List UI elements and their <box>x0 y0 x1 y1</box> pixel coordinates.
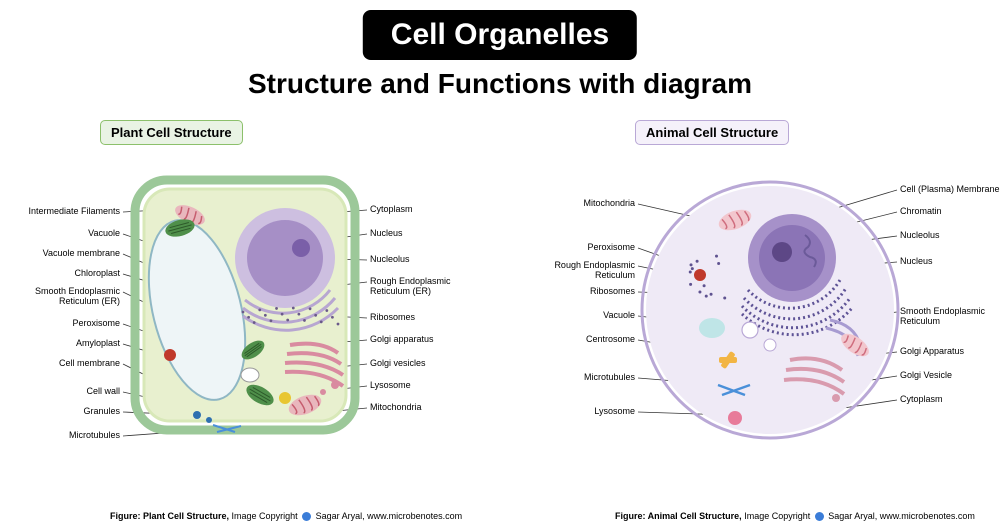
organelle-label: Golgi Apparatus <box>900 346 964 356</box>
organelle-label: Ribosomes <box>590 286 635 296</box>
page-subtitle: Structure and Functions with diagram <box>248 68 752 100</box>
organelle-label: Nucleus <box>900 256 933 266</box>
organelle-label: Vacuole <box>603 310 635 320</box>
organelle-label: Mitochondria <box>583 198 635 208</box>
animal-caption-bold: Figure: Animal Cell Structure, <box>615 511 742 521</box>
cc-icon <box>302 512 311 521</box>
organelle-label: Amyloplast <box>76 338 120 348</box>
organelle-label: Vacuole membrane <box>43 248 120 258</box>
organelle-label: Lysosome <box>370 380 411 390</box>
organelle-label: Golgi Vesicle <box>900 370 952 380</box>
cc-icon <box>815 512 824 521</box>
organelle-label: Lysosome <box>594 406 635 416</box>
animal-caption-author: Sagar Aryal, www.microbenotes.com <box>828 511 975 521</box>
plant-caption-author: Sagar Aryal, www.microbenotes.com <box>316 511 463 521</box>
organelle-label: Centrosome <box>586 334 635 344</box>
organelle-label: Peroxisome <box>72 318 120 328</box>
organelle-label: Intermediate Filaments <box>28 206 120 216</box>
organelle-label: Ribosomes <box>370 312 415 322</box>
organelle-label: Rough EndoplasmicReticulum (ER) <box>370 276 451 296</box>
organelle-label: Peroxisome <box>587 242 635 252</box>
organelle-label: Rough EndoplasmicReticulum <box>554 260 635 280</box>
animal-cell-panel: Animal Cell Structure <box>500 120 1000 525</box>
organelle-label: Nucleolus <box>370 254 410 264</box>
organelle-label: Microtubules <box>584 372 635 382</box>
organelle-label: Smooth EndoplasmicReticulum <box>900 306 985 326</box>
organelle-label: Golgi apparatus <box>370 334 434 344</box>
organelle-label: Cell (Plasma) Membrane <box>900 184 1000 194</box>
plant-cell-panel: Plant Cell Structure <box>0 120 500 525</box>
diagram-panels: Plant Cell Structure <box>0 120 1000 525</box>
animal-caption: Figure: Animal Cell Structure, Image Cop… <box>615 511 975 521</box>
organelle-label: Chloroplast <box>74 268 120 278</box>
page-title-badge: Cell Organelles <box>363 10 637 60</box>
organelle-label: Nucleus <box>370 228 403 238</box>
plant-caption-prefix: Image Copyright <box>232 511 298 521</box>
animal-caption-prefix: Image Copyright <box>744 511 810 521</box>
organelle-label: Golgi vesicles <box>370 358 426 368</box>
organelle-label: Granules <box>83 406 120 416</box>
organelle-label: Microtubules <box>69 430 120 440</box>
organelle-label: Nucleolus <box>900 230 940 240</box>
plant-caption-bold: Figure: Plant Cell Structure, <box>110 511 229 521</box>
organelle-label: Cell membrane <box>59 358 120 368</box>
organelle-label: Cytoplasm <box>900 394 943 404</box>
organelle-label: Cell wall <box>86 386 120 396</box>
organelle-label: Vacuole <box>88 228 120 238</box>
plant-caption: Figure: Plant Cell Structure, Image Copy… <box>110 511 462 521</box>
organelle-label: Cytoplasm <box>370 204 413 214</box>
organelle-label: Smooth EndoplasmicReticulum (ER) <box>35 286 120 306</box>
organelle-label: Mitochondria <box>370 402 422 412</box>
organelle-label: Chromatin <box>900 206 942 216</box>
